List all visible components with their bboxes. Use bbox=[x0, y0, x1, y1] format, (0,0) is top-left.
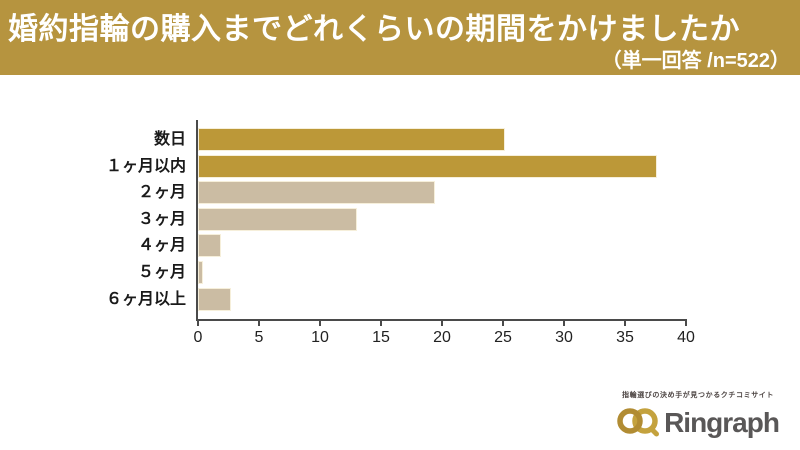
x-tick-label: 35 bbox=[616, 329, 634, 346]
x-tick bbox=[685, 319, 687, 326]
x-tick-label: 25 bbox=[494, 329, 512, 346]
x-tick-label: 20 bbox=[433, 329, 451, 346]
page-title: 婚約指輪の購入までどれくらいの期間をかけましたか bbox=[8, 13, 740, 46]
bar-5 bbox=[198, 261, 203, 284]
category-label-3: ３ヶ月 bbox=[137, 210, 186, 228]
category-label-1: １ヶ月以内 bbox=[105, 157, 186, 175]
category-label-0: 数日 bbox=[153, 131, 186, 148]
x-tick-label: 30 bbox=[555, 329, 573, 346]
x-tick bbox=[319, 319, 321, 326]
logo-tagline: 指輪選びの決め手が見つかるクチコミサイト bbox=[622, 392, 774, 399]
x-tick-label: 0 bbox=[193, 329, 203, 346]
logo-row: Ringraph bbox=[617, 402, 780, 443]
x-tick-label: 5 bbox=[254, 329, 264, 346]
interlocking-rings-icon bbox=[617, 402, 661, 443]
x-tick bbox=[624, 319, 626, 326]
plot-area: 0 5 10 15 20 25 30 35 40 bbox=[194, 120, 695, 346]
brand-wordmark: Ringraph bbox=[664, 406, 780, 438]
category-axis: 数日 １ヶ月以内 ２ヶ月 ３ヶ月 ４ヶ月 ５ヶ月 ６ヶ月以上 bbox=[0, 120, 186, 321]
ringraph-logo: 指輪選びの決め手が見つかるクチコミサイト Ringraph bbox=[617, 390, 780, 443]
bar-6 bbox=[198, 287, 231, 311]
x-tick bbox=[197, 319, 199, 326]
x-tick-label: 15 bbox=[372, 329, 390, 346]
bar-0 bbox=[198, 128, 506, 151]
bar-2 bbox=[198, 181, 435, 205]
bar-4 bbox=[198, 234, 222, 258]
sample-size-note: （単一回答 /n=522） bbox=[601, 50, 790, 72]
category-label-5: ５ヶ月 bbox=[137, 264, 186, 281]
x-tick bbox=[380, 319, 382, 326]
category-label-4: ４ヶ月 bbox=[137, 237, 186, 255]
x-tick bbox=[502, 319, 504, 326]
category-label-6: ６ヶ月以上 bbox=[105, 290, 186, 308]
x-tick bbox=[258, 319, 260, 326]
bar-3 bbox=[198, 207, 357, 231]
bar-chart: 数日 １ヶ月以内 ２ヶ月 ３ヶ月 ４ヶ月 ５ヶ月 ６ヶ月以上 0 5 10 15 20 25 30 35 4… bbox=[0, 120, 695, 346]
x-tick-label: 40 bbox=[677, 329, 695, 346]
x-tick bbox=[563, 319, 565, 326]
x-tick bbox=[441, 319, 443, 326]
bar-1 bbox=[198, 154, 657, 178]
category-label-2: ２ヶ月 bbox=[137, 184, 186, 202]
x-tick-label: 10 bbox=[311, 329, 329, 346]
header-band: 婚約指輪の購入までどれくらいの期間をかけましたか （単一回答 /n=522） bbox=[0, 0, 800, 75]
